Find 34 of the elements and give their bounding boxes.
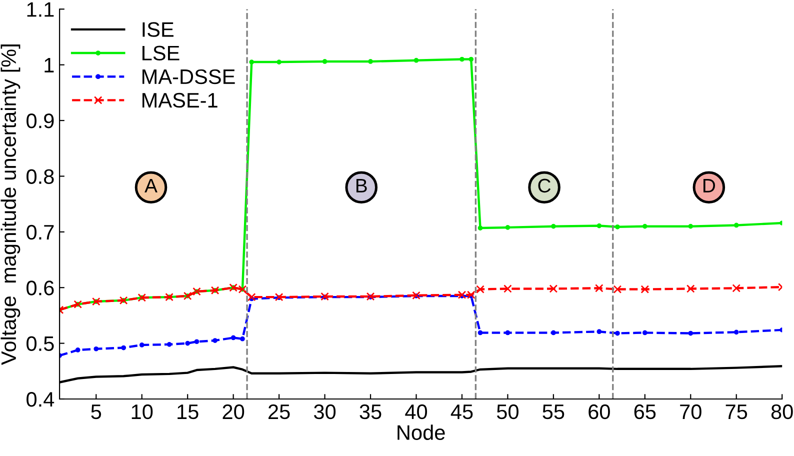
legend-label: MASE-1: [142, 92, 218, 108]
x-tick-label: 50: [496, 404, 518, 420]
x-tick-label: 65: [634, 404, 656, 420]
x-tick-label: 80: [771, 404, 793, 420]
y-tick-label: 1.1: [27, 2, 54, 17]
x-tick-label: 30: [314, 404, 336, 420]
y-axis-title: Voltage magnitude uncertainty [%]: [0, 44, 20, 365]
x-tick-label: 10: [132, 404, 153, 420]
x-tick-label: 75: [726, 404, 748, 420]
y-tick-label: 0.9: [26, 114, 54, 128]
x-axis-title: Node: [398, 424, 445, 440]
x-tick-label: 70: [680, 404, 702, 420]
y-tick-label: 0.7: [26, 224, 54, 240]
annotation: B: [356, 179, 367, 192]
x-tick-label: 55: [542, 404, 564, 420]
y-tick-label: 1: [44, 58, 54, 72]
y-tick-label: 0.5: [26, 336, 54, 352]
legend-label: LSE: [142, 46, 180, 61]
legend-label: MA-DSSE: [142, 69, 235, 84]
x-tick-label: 45: [450, 404, 473, 420]
x-tick-label: 60: [588, 404, 610, 420]
y-tick-label: 0.8: [26, 169, 54, 184]
x-tick-label: 20: [222, 404, 244, 420]
x-tick-label: 25: [268, 404, 290, 420]
x-tick-label: 15: [178, 404, 198, 420]
y-tick-label: 0.4: [26, 392, 54, 407]
y-tick-label: 0.6: [26, 280, 54, 296]
x-tick-label: 5: [91, 404, 102, 420]
x-tick-label: 40: [405, 404, 428, 420]
legend-label: ISE: [142, 22, 174, 37]
x-tick-label: 35: [360, 404, 382, 420]
annotation: C: [538, 178, 551, 193]
annotation: A: [144, 179, 158, 192]
annotation: D: [703, 179, 716, 192]
